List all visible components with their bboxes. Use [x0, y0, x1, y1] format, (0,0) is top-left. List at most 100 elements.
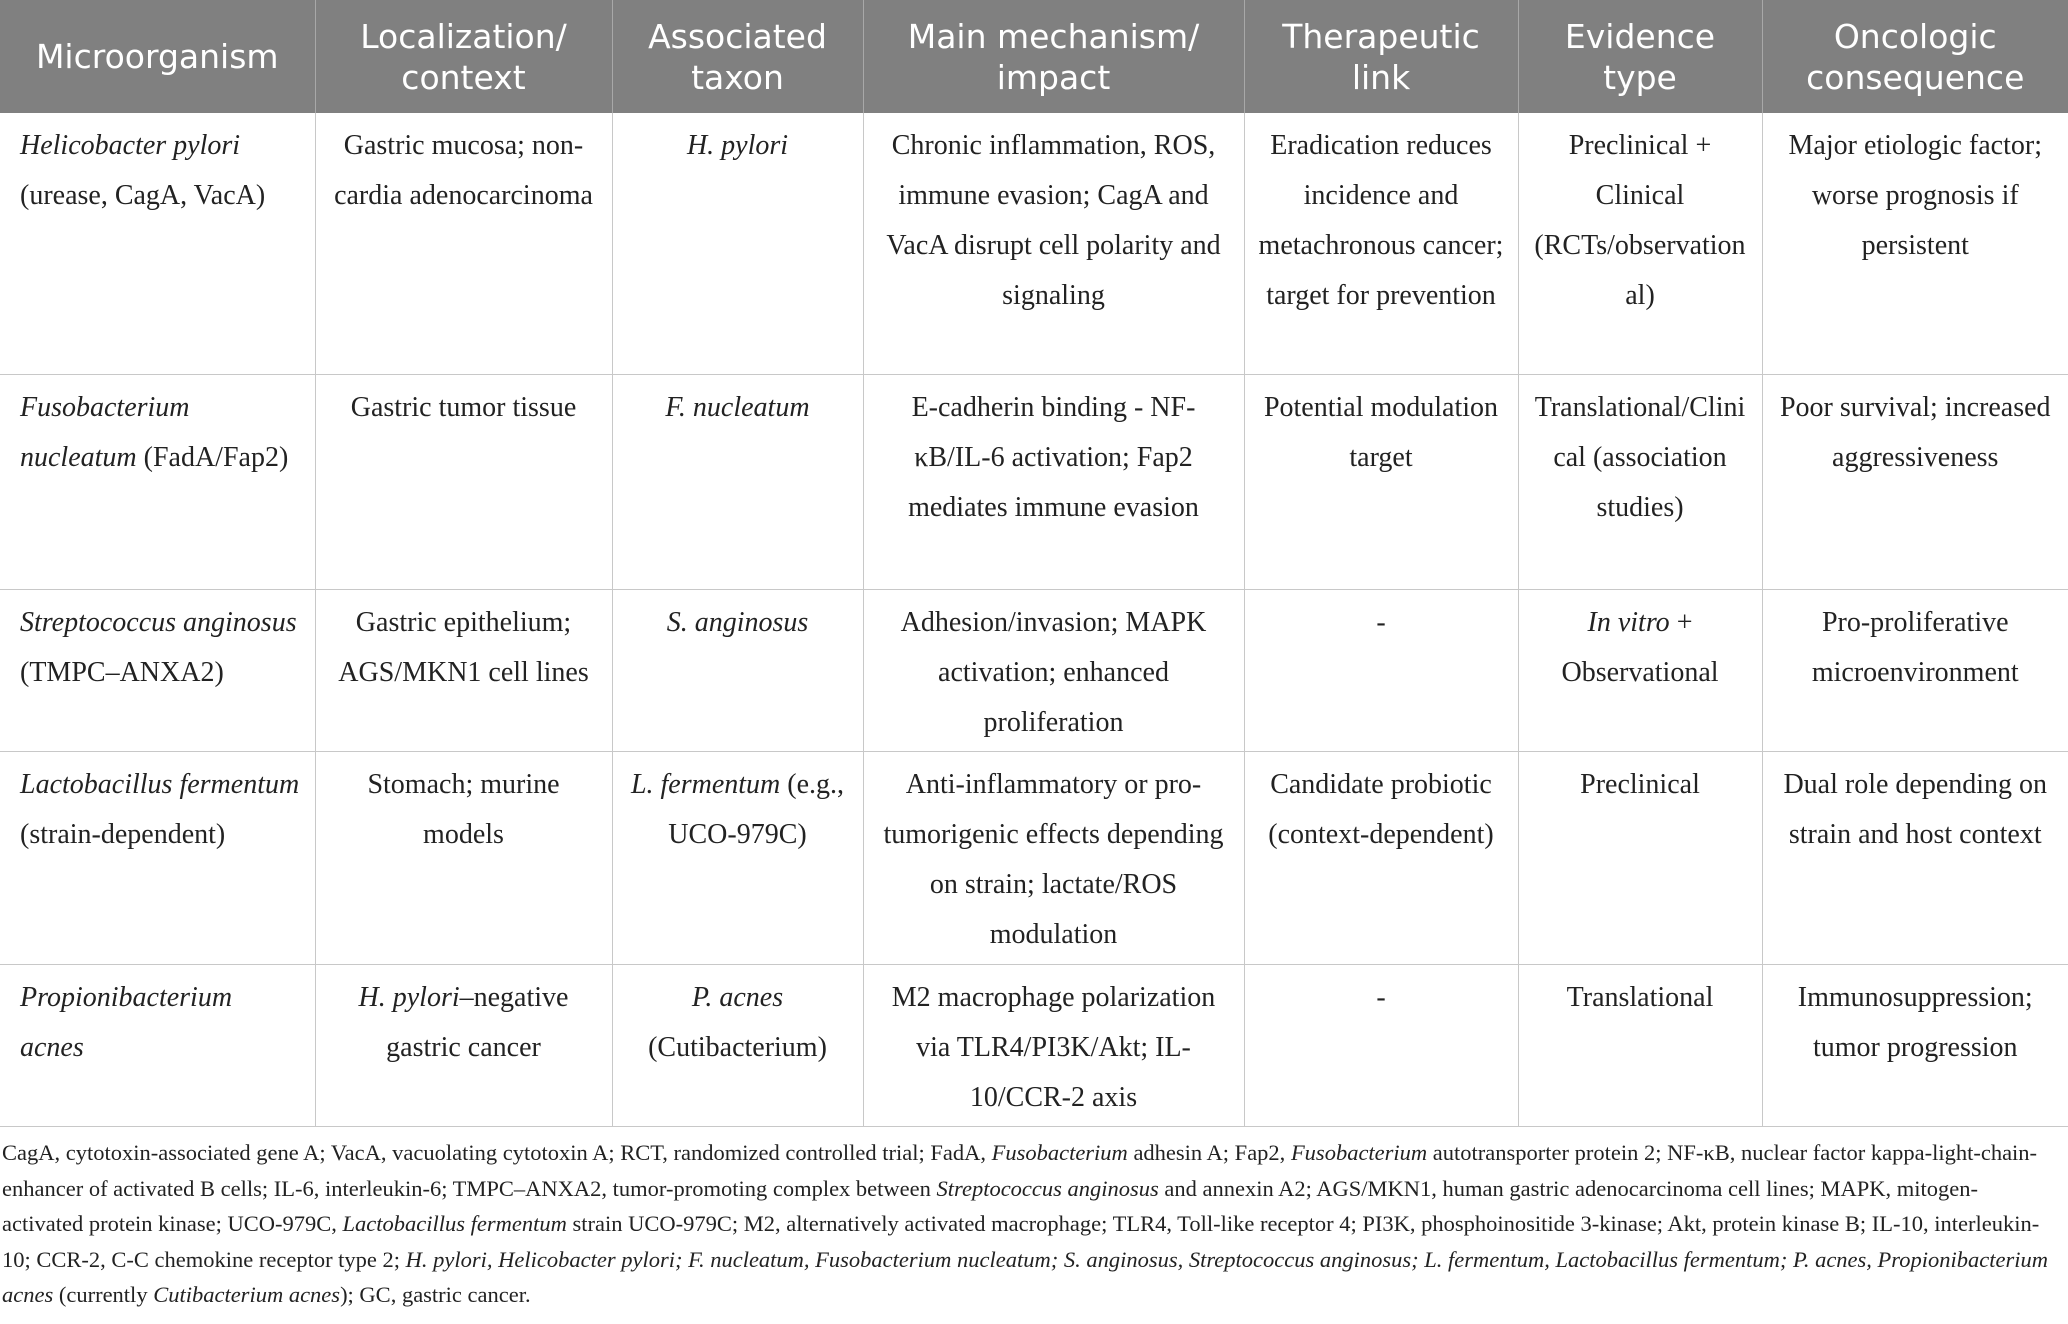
text-run: Gastric epithelium; AGS/MKN1 cell lines — [338, 607, 589, 688]
table-cell: Gastric epithelium; AGS/MKN1 cell lines — [314, 589, 612, 752]
text-run: (Cutibacterium) — [648, 1032, 827, 1063]
text-run: Translational/Clinical (association stud… — [1534, 392, 1746, 523]
table-cell: Helicobacter pylori (urease, CagA, VacA) — [0, 113, 315, 375]
text-run: Major etiologic factor; worse prognosis … — [1788, 130, 2042, 261]
table-cell: - — [1243, 589, 1518, 752]
table-cell: - — [1243, 964, 1518, 1127]
table-cell: Chronic inflammation, ROS, immune evasio… — [862, 113, 1244, 375]
text-run: Streptococcus anginosus — [936, 1175, 1159, 1201]
table-cell: L. fermentum (e.g., UCO-979C) — [611, 751, 863, 965]
text-run: L. fermentum — [630, 769, 781, 800]
data-table: Microorganism Localization/ context Associ… — [0, 0, 2068, 1127]
column-header: Oncologic consequence — [1761, 0, 2068, 113]
table-row: Streptococcus anginosus (TMPC–ANXA2) Gast… — [0, 589, 2068, 752]
table-cell: Preclinical — [1517, 751, 1762, 965]
table-cell: Fusobacterium nucleatum (FadA/Fap2) — [0, 374, 315, 590]
text-run: + Observational — [1561, 607, 1719, 688]
column-header: Evidence type — [1517, 0, 1762, 113]
table-row: Fusobacterium nucleatum (FadA/Fap2) Gastr… — [0, 374, 2068, 590]
column-header: Microorganism — [0, 0, 315, 113]
table-cell: Translational/Clinical (association stud… — [1517, 374, 1762, 590]
column-header: Associated taxon — [611, 0, 863, 113]
table-cell: Preclinical + Clinical (RCTs/observation… — [1517, 113, 1762, 375]
text-run: In vitro — [1587, 607, 1670, 638]
table-cell: Translational — [1517, 964, 1762, 1127]
text-run: Fusobacterium — [991, 1140, 1128, 1165]
text-run: (FadA/Fap2) — [136, 442, 289, 473]
text-run: Dual role depending on strain and host c… — [1783, 769, 2048, 850]
text-run: strain UCO-979C; M2, alternatively activ… — [2, 1211, 2040, 1272]
text-run: Propionibacterium acnes — [20, 982, 233, 1063]
text-run: (TMPC–ANXA2) — [20, 657, 224, 688]
text-run: (currently — [53, 1282, 154, 1307]
text-run: and annexin A2; AGS/MKN1, human gastric … — [2, 1175, 1979, 1237]
text-run: E-cadherin binding - NF-κB/IL-6 activati… — [908, 392, 1199, 523]
text-run: adhesin A; Fap2, — [1127, 1140, 1291, 1165]
table-cell: In vitro + Observational — [1517, 589, 1762, 752]
table-cell: F. nucleatum — [611, 374, 863, 590]
table-cell: Eradication reduces incidence and metach… — [1243, 113, 1518, 375]
text-run: H. pylori, Helicobacter pylori; F. nucle… — [2, 1246, 2048, 1308]
table-body: Helicobacter pylori (urease, CagA, VacA)… — [0, 113, 2068, 1127]
text-run: Fusobacterium — [1290, 1140, 1428, 1165]
table-row: Propionibacterium acnes H. pylori–negativ… — [0, 964, 2068, 1127]
table-cell: E-cadherin binding - NF-κB/IL-6 activati… — [862, 374, 1244, 590]
text-run: Translational — [1566, 982, 1714, 1013]
column-header: Main mechanism/ impact — [862, 0, 1244, 113]
table-cell: Major etiologic factor; worse prognosis … — [1761, 113, 2068, 375]
text-run: Adhesion/invasion; MAPK activation; enha… — [900, 607, 1207, 738]
text-run: Chronic inflammation, ROS, immune evasio… — [886, 130, 1221, 311]
text-run: Streptococcus anginosus — [20, 607, 297, 638]
text-run: –negative gastric cancer — [386, 982, 569, 1063]
text-run: Stomach; murine models — [367, 769, 560, 850]
table-cell: Streptococcus anginosus (TMPC–ANXA2) — [0, 589, 315, 752]
text-run: Gastric tumor tissue — [350, 392, 577, 423]
text-run: Eradication reduces incidence and metach… — [1258, 130, 1504, 311]
text-run: (strain-dependent) — [20, 819, 226, 850]
text-run: S. anginosus — [666, 607, 809, 638]
text-run: Gastric mucosa; non-cardia adenocarcinom… — [334, 130, 593, 211]
table-cell: Potential modulation target — [1243, 374, 1518, 590]
text-run: H. pylori — [358, 982, 460, 1013]
header-row: Microorganism Localization/ context Associ… — [0, 0, 2068, 113]
text-run: M2 macrophage polarization via TLR4/PI3K… — [891, 982, 1216, 1113]
text-run: autotransporter protein 2; NF-κB, nuclea… — [2, 1140, 2038, 1201]
table-cell: Dual role depending on strain and host c… — [1761, 751, 2068, 965]
text-run: Cutibacterium acnes — [153, 1282, 341, 1307]
table-cell: Candidate probiotic (context-dependent) — [1243, 751, 1518, 965]
text-run: H. pylori — [686, 130, 789, 161]
text-run: Potential modulation target — [1263, 392, 1499, 473]
text-run: Preclinical + Clinical (RCTs/observation… — [1534, 130, 1746, 311]
table-cell: M2 macrophage polarization via TLR4/PI3K… — [862, 964, 1244, 1127]
table-cell: Adhesion/invasion; MAPK activation; enha… — [862, 589, 1244, 752]
table-cell: Lactobacillus fermentum (strain-dependen… — [0, 751, 315, 965]
table-cell: Stomach; murine models — [314, 751, 612, 965]
table-cell: Gastric mucosa; non-cardia adenocarcinom… — [314, 113, 612, 375]
text-run: Anti-inflammatory or pro-tumorigenic eff… — [883, 769, 1224, 950]
text-run: Candidate probiotic (context-dependent) — [1268, 769, 1494, 850]
table-cell: Pro-proliferative microenvironment — [1761, 589, 2068, 752]
column-header: Therapeutic link — [1243, 0, 1518, 113]
text-run: Immunosuppression; tumor progression — [1797, 982, 2033, 1063]
text-run: Lactobacillus fermentum — [342, 1211, 567, 1236]
text-run: Pro-proliferative microenvironment — [1811, 607, 2019, 688]
text-run: Helicobacter pylori — [20, 130, 241, 161]
table-cell: Poor survival; increased aggressiveness — [1761, 374, 2068, 590]
text-run: - — [1376, 982, 1386, 1013]
text-run: Preclinical — [1580, 769, 1700, 800]
text-run: P. acnes — [691, 982, 784, 1013]
table-row: Lactobacillus fermentum (strain-dependen… — [0, 751, 2068, 965]
table-cell: H. pylori–negative gastric cancer — [314, 964, 612, 1127]
text-run: (e.g., UCO-979C) — [668, 769, 845, 850]
text-run: CagA, cytotoxin-associated gene A; VacA,… — [2, 1140, 992, 1165]
table-cell: Immunosuppression; tumor progression — [1761, 964, 2068, 1127]
text-run: ); GC, gastric cancer. — [340, 1282, 531, 1307]
table-cell: H. pylori — [611, 113, 863, 375]
table-cell: P. acnes (Cutibacterium) — [611, 964, 863, 1127]
text-run: F. nucleatum — [665, 392, 810, 423]
footnote: CagA, cytotoxin-associated gene A; VacA,… — [0, 1127, 2068, 1313]
column-header: Localization/ context — [314, 0, 612, 113]
text-run: - — [1376, 607, 1386, 638]
text-run: Poor survival; increased aggressiveness — [1779, 392, 2051, 473]
